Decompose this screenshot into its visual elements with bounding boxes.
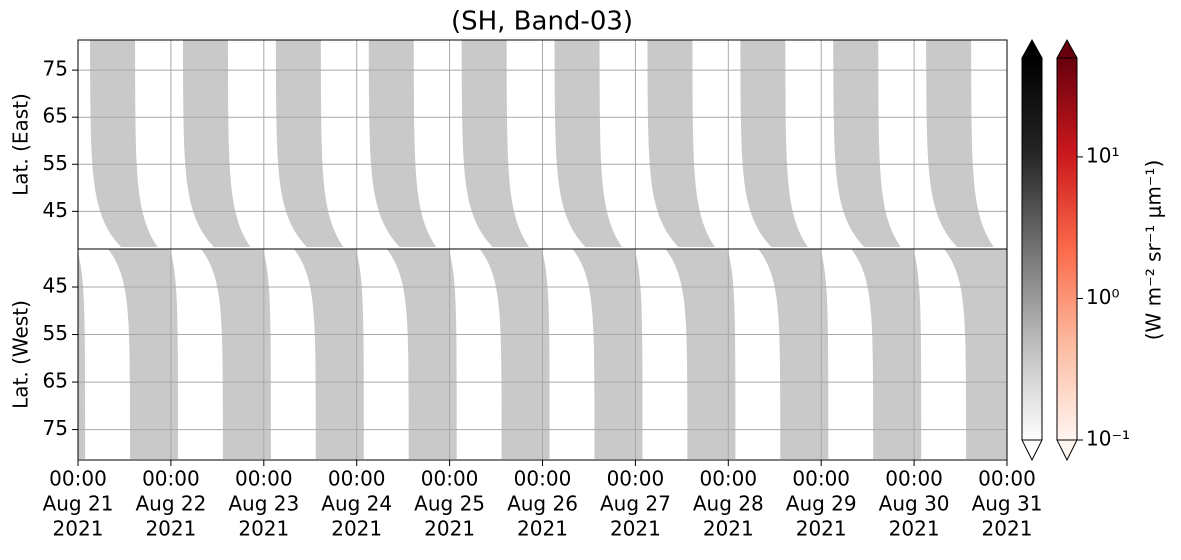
swaths: [90, 40, 994, 247]
colorbar-extend-top: [1021, 38, 1043, 59]
y-tick-label: 65: [43, 369, 68, 393]
x-tick-label: 00:00: [235, 467, 293, 491]
swath: [833, 40, 901, 247]
x-tick-label: 00:00: [885, 467, 943, 491]
x-tick-label: Aug 27: [600, 492, 671, 516]
swath: [293, 249, 364, 459]
swath: [275, 40, 344, 247]
y-tick-label: 55: [43, 151, 68, 175]
y-tick-label: 65: [43, 104, 68, 128]
swath: [665, 249, 736, 459]
swath: [386, 249, 457, 459]
colorbar-extend-top: [1056, 38, 1078, 59]
x-tick-label: 2021: [610, 517, 661, 541]
swath: [368, 40, 437, 247]
swath: [572, 249, 643, 459]
x-tick-label: Aug 22: [135, 492, 206, 516]
chart-title: (SH, Band-03): [451, 7, 633, 37]
x-tick-label: 2021: [145, 517, 196, 541]
swath: [78, 252, 86, 459]
x-tick-label: Aug 29: [786, 492, 857, 516]
x-tick-label: Aug 31: [972, 492, 1043, 516]
x-tick-label: 00:00: [607, 467, 665, 491]
swath: [944, 249, 1007, 459]
x-tick-label: Aug 30: [879, 492, 950, 516]
y-tick-label: 45: [43, 198, 68, 222]
colorbar: [1021, 57, 1043, 441]
swath: [851, 249, 922, 459]
x-tick-label: 2021: [889, 517, 940, 541]
x-tick-label: 00:00: [514, 467, 572, 491]
y-tick-label: 45: [43, 274, 68, 298]
x-tick-label: 2021: [517, 517, 568, 541]
x-tick-label: 00:00: [792, 467, 850, 491]
y-axis-label: Lat. (East): [9, 93, 33, 196]
y-tick-label: 75: [43, 416, 68, 440]
x-tick-label: Aug 25: [414, 492, 485, 516]
swath: [479, 249, 550, 459]
x-tick-label: 00:00: [328, 467, 386, 491]
swath: [200, 249, 271, 459]
swath: [926, 40, 994, 247]
x-tick-label: 2021: [424, 517, 475, 541]
swath: [461, 40, 530, 247]
swath: [758, 249, 829, 459]
colorbar: [1056, 57, 1078, 441]
x-tick-label: Aug 26: [507, 492, 578, 516]
x-tick-label: 00:00: [142, 467, 200, 491]
x-tick-label: 00:00: [49, 467, 107, 491]
x-tick-label: 2021: [238, 517, 289, 541]
swath: [108, 249, 178, 459]
swath: [182, 40, 251, 247]
x-tick-label: 2021: [331, 517, 382, 541]
swath: [90, 40, 158, 247]
x-tick-label: 2021: [53, 517, 104, 541]
x-tick-label: 2021: [703, 517, 754, 541]
colorbar-label: (W m⁻² sr⁻¹ μm⁻¹): [1142, 160, 1166, 341]
y-tick-label: 75: [43, 57, 68, 81]
y-tick-label: 55: [43, 321, 68, 345]
x-tick-label: 00:00: [699, 467, 757, 491]
swath: [647, 40, 715, 247]
x-tick-label: 2021: [982, 517, 1033, 541]
swaths: [78, 249, 1007, 459]
colorbar-tick-label: 10⁻¹: [1086, 427, 1130, 451]
x-tick-label: Aug 24: [321, 492, 392, 516]
x-tick-label: 2021: [796, 517, 847, 541]
x-tick-label: Aug 21: [43, 492, 114, 516]
colorbar-tick-label: 10⁰: [1086, 285, 1119, 309]
y-axis-label: Lat. (West): [9, 300, 33, 409]
x-tick-label: Aug 23: [228, 492, 299, 516]
swath: [740, 40, 808, 247]
x-tick-label: 00:00: [978, 467, 1036, 491]
x-tick-label: Aug 28: [693, 492, 764, 516]
colorbar-tick-label: 10¹: [1086, 143, 1119, 167]
colorbar-extend-bottom: [1021, 439, 1043, 462]
swath: [554, 40, 623, 247]
x-tick-label: 00:00: [421, 467, 479, 491]
colorbar-extend-bottom: [1056, 439, 1078, 462]
